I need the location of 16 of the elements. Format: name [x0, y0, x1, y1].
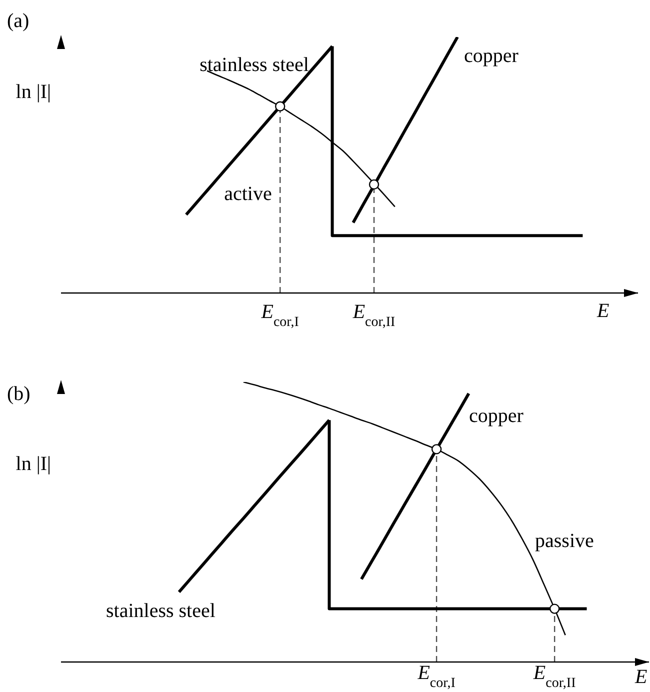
chart-title: (b) — [7, 383, 30, 405]
series-label: copper — [469, 405, 524, 427]
series-label: copper — [464, 45, 519, 67]
annotation: passive — [535, 530, 594, 552]
x-tick-label: E$_{cor,I}$ — [260, 301, 300, 330]
y-axis-title: ln |I| — [16, 81, 51, 103]
x-axis-title: E — [596, 300, 610, 322]
series-label: stainless steel — [200, 54, 310, 76]
x-tick-label: E$_{cor,I}$ — [416, 662, 456, 690]
x-tick-label: E$_{cor,II}$ — [352, 301, 396, 330]
y-axis-title: ln |I| — [16, 453, 51, 475]
x-axis-title: E — [634, 666, 648, 688]
x-tick-label: E$_{cor,II}$ — [532, 662, 576, 690]
chart-title: (a) — [7, 10, 30, 32]
annotation: active — [224, 183, 272, 205]
series-label: stainless steel — [106, 600, 216, 622]
